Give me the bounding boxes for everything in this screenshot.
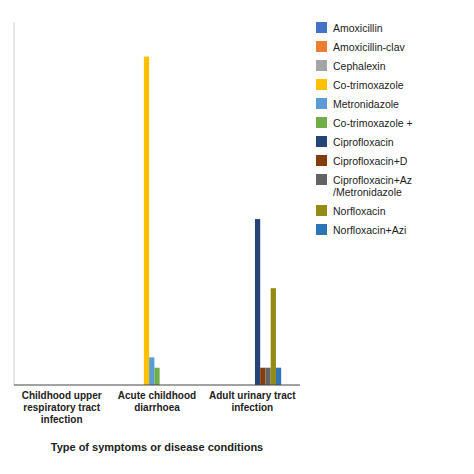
y-axis-line bbox=[14, 22, 15, 385]
legend-swatch bbox=[316, 117, 327, 128]
x-tick-label: Adult urinary tractinfection bbox=[209, 390, 296, 413]
legend-label: Co-trimoxazole + bbox=[333, 117, 413, 129]
legend-swatch bbox=[316, 98, 327, 109]
bar bbox=[260, 368, 265, 385]
x-axis-label: Type of symptoms or disease conditions bbox=[51, 441, 264, 453]
legend-label: Norfloxacin+Azi bbox=[333, 224, 406, 236]
legend-swatch bbox=[316, 174, 327, 185]
legend: Amoxicillin Amoxicillin-clav Cephalexin Co-… bbox=[316, 22, 413, 236]
legend-swatch bbox=[316, 155, 327, 166]
bars bbox=[144, 57, 281, 385]
legend-label: Ciprofloxacin+Az/Metronidazole bbox=[333, 174, 412, 198]
bar bbox=[154, 368, 159, 385]
legend-label: Metronidazole bbox=[333, 98, 399, 110]
legend-swatch bbox=[316, 79, 327, 90]
legend-swatch bbox=[316, 41, 327, 52]
legend-swatch bbox=[316, 60, 327, 71]
bar bbox=[276, 368, 281, 385]
chart: Childhood upperrespiratory tractinfectio… bbox=[0, 0, 474, 474]
legend-label: Norfloxacin bbox=[333, 205, 386, 217]
x-axis-line bbox=[14, 385, 300, 386]
legend-label: Amoxicillin-clav bbox=[333, 41, 406, 53]
x-tick-label: Childhood upperrespiratory tractinfectio… bbox=[22, 390, 102, 425]
bar bbox=[255, 219, 260, 385]
legend-label: Co-trimoxazole bbox=[333, 79, 404, 91]
legend-label: Cephalexin bbox=[333, 60, 386, 72]
bar bbox=[271, 288, 276, 385]
bar bbox=[149, 357, 154, 385]
legend-swatch bbox=[316, 205, 327, 216]
legend-swatch bbox=[316, 224, 327, 235]
bar bbox=[144, 57, 149, 385]
legend-label: Amoxicillin bbox=[333, 22, 383, 34]
legend-label: Ciprofloxacin bbox=[333, 136, 394, 148]
legend-swatch bbox=[316, 22, 327, 33]
legend-swatch bbox=[316, 136, 327, 147]
x-tick-label: Acute childhooddiarrhoea bbox=[118, 390, 196, 413]
bar bbox=[265, 368, 270, 385]
legend-label: Ciprofloxacin+D bbox=[333, 155, 408, 167]
